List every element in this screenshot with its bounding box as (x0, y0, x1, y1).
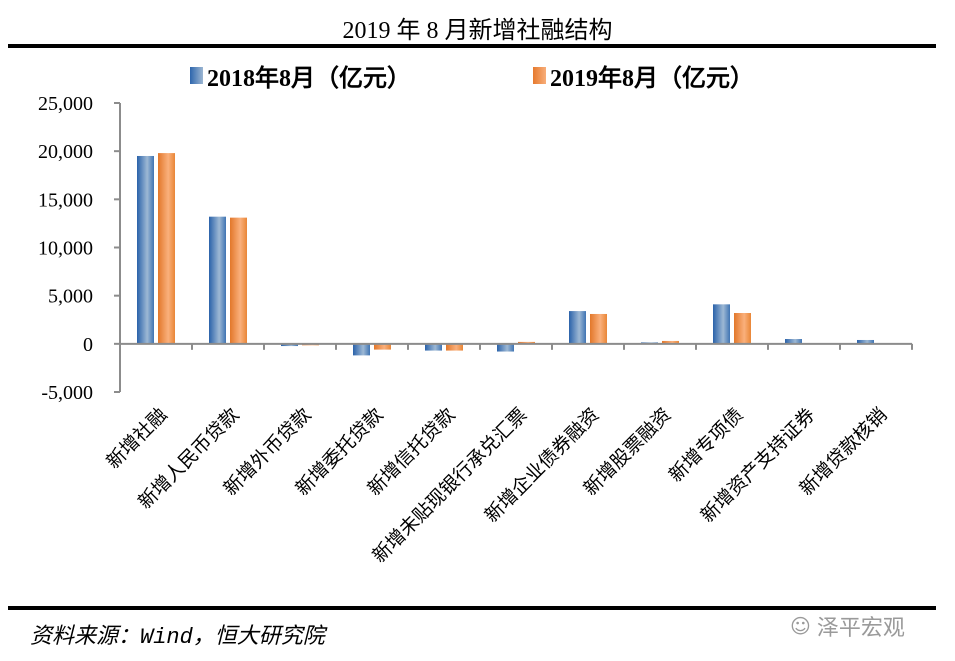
y-tick-label: 5,000 (48, 286, 93, 308)
y-tick-label: 25,000 (38, 93, 93, 115)
bar-2018 (353, 343, 370, 356)
y-tick-label: 15,000 (38, 189, 93, 211)
chart-title: 2019 年 8 月新增社融结构 (342, 18, 613, 44)
bar-2019 (590, 313, 607, 344)
bar-2019 (734, 313, 751, 344)
bar-2018 (857, 339, 874, 344)
legend-item-2019: 2019年8月（亿元） (533, 58, 754, 93)
bar-2018 (713, 304, 730, 344)
bar-2019 (230, 217, 247, 344)
bar-2018 (569, 311, 586, 344)
legend: 2018年8月（亿元） 2019年8月（亿元） (0, 58, 955, 92)
bar-2019 (446, 343, 463, 351)
y-tick-label: 10,000 (38, 238, 93, 260)
bar-2018 (137, 155, 154, 344)
legend-label-2019: 2019年8月（亿元） (550, 66, 754, 92)
watermark: ☺ 泽平宏观 (790, 610, 905, 642)
source-note: 资料来源：Wind，恒大研究院 (30, 625, 325, 650)
bar-2019 (662, 340, 679, 344)
bar-2018 (209, 216, 226, 344)
x-tick-label: 新增社融 (102, 404, 171, 473)
y-tick-label: -5,000 (41, 382, 93, 404)
bar-2018 (425, 343, 442, 351)
bar-2018 (497, 343, 514, 352)
bar-2019 (374, 343, 391, 350)
top-rule (8, 44, 936, 48)
legend-item-2018: 2018年8月（亿元） (190, 58, 411, 93)
bottom-rule (8, 606, 936, 610)
y-tick-label: 20,000 (38, 141, 93, 163)
legend-swatch-2019 (533, 67, 546, 84)
bar-2018 (281, 343, 298, 347)
y-tick-label: 0 (83, 334, 93, 356)
legend-swatch-2018 (190, 67, 203, 84)
bar-2019 (158, 153, 175, 344)
legend-label-2018: 2018年8月（亿元） (207, 66, 411, 92)
bar-2018 (785, 339, 802, 344)
watermark-text: 泽平宏观 (816, 616, 905, 641)
wechat-icon: ☺ (790, 614, 811, 638)
